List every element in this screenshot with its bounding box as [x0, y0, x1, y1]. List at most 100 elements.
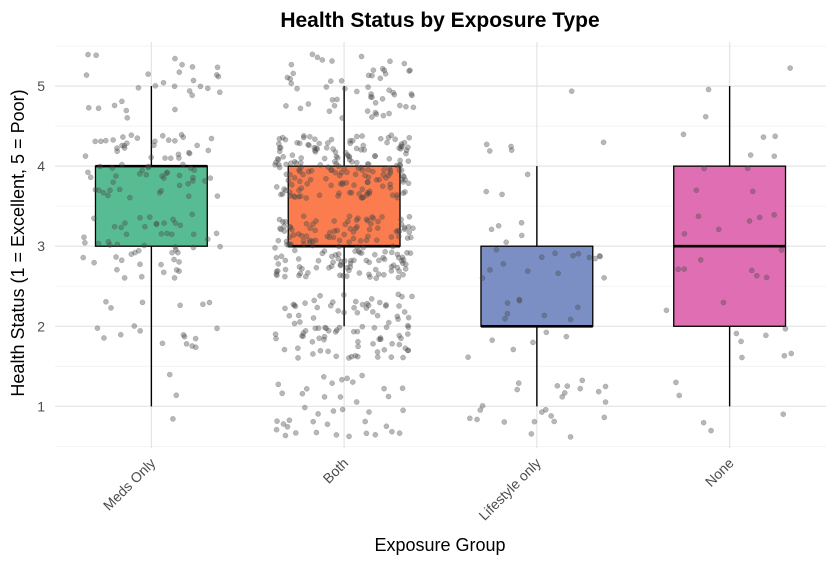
data-point [746, 218, 753, 224]
data-point [283, 161, 289, 168]
data-point [321, 155, 328, 162]
data-point [346, 267, 352, 274]
data-point [297, 319, 303, 325]
data-point [401, 60, 408, 67]
data-point [207, 175, 214, 181]
data-point [335, 307, 342, 314]
data-point [401, 224, 408, 231]
data-point [339, 179, 346, 186]
data-point [274, 156, 281, 162]
data-point [348, 189, 355, 196]
data-point [305, 269, 311, 276]
data-point [279, 134, 286, 141]
data-point [369, 214, 375, 220]
data-point [187, 165, 194, 172]
data-point [145, 71, 152, 77]
data-point [296, 187, 302, 194]
data-point [351, 182, 357, 189]
data-point [349, 137, 356, 144]
data-point [518, 219, 525, 226]
data-point [300, 213, 307, 220]
data-point [390, 89, 396, 96]
data-point [380, 254, 386, 261]
data-point [772, 133, 779, 140]
data-point [518, 232, 525, 239]
data-point [95, 240, 102, 247]
data-point [337, 272, 343, 279]
data-point [186, 150, 193, 157]
data-point [151, 142, 157, 149]
data-point [388, 263, 395, 270]
data-point [310, 221, 316, 227]
data-point [96, 187, 102, 194]
data-point [374, 354, 381, 360]
data-point [383, 175, 389, 181]
data-point [390, 262, 397, 269]
data-point [405, 347, 412, 354]
data-point [393, 228, 400, 235]
data-point [128, 251, 135, 257]
data-point [346, 433, 352, 440]
data-point [287, 241, 293, 248]
data-point [293, 160, 300, 166]
data-point [159, 340, 166, 347]
data-point [360, 142, 367, 149]
data-point [189, 92, 196, 99]
data-point [387, 167, 394, 174]
data-point [493, 246, 500, 253]
data-point [397, 145, 404, 152]
data-point [298, 232, 305, 239]
data-point [340, 272, 346, 279]
data-point [85, 51, 91, 58]
data-point [105, 192, 111, 199]
data-point [97, 138, 104, 145]
data-point [202, 178, 208, 184]
data-point [342, 85, 348, 92]
data-point [366, 190, 373, 197]
data-point [502, 315, 508, 322]
data-point [407, 250, 414, 256]
data-point [337, 262, 344, 269]
data-point [681, 266, 688, 272]
data-point [277, 191, 284, 198]
data-point [315, 325, 322, 331]
data-point [340, 292, 347, 298]
data-point [173, 267, 180, 273]
data-point [567, 316, 574, 323]
data-point [510, 346, 517, 353]
data-point [171, 256, 177, 263]
data-point [145, 164, 152, 171]
data-point [407, 67, 413, 74]
data-point [377, 75, 384, 82]
data-point [300, 330, 307, 336]
data-point [338, 258, 345, 265]
data-point [372, 431, 379, 438]
y-tick-label: 4 [37, 158, 45, 174]
data-point [542, 406, 549, 413]
data-point [394, 264, 401, 271]
data-point [317, 292, 323, 299]
data-point [119, 98, 125, 105]
data-point [186, 88, 193, 94]
data-point [276, 136, 283, 142]
data-point [321, 333, 328, 340]
data-point [348, 353, 355, 360]
data-point [335, 255, 342, 262]
data-point [307, 237, 313, 244]
data-point [272, 245, 278, 251]
data-point [119, 161, 125, 168]
data-point [82, 153, 89, 159]
data-point [357, 164, 364, 171]
data-point [312, 227, 318, 234]
data-point [400, 260, 406, 267]
data-point [354, 244, 361, 250]
x-tick-labels: Meds Only Both Lifestyle only None [100, 455, 737, 524]
data-point [172, 55, 178, 62]
data-point [360, 194, 367, 200]
data-point [279, 191, 286, 197]
data-point [176, 268, 183, 274]
data-point [325, 348, 331, 355]
data-point [388, 249, 395, 256]
data-point [328, 253, 335, 260]
data-point [296, 264, 303, 270]
